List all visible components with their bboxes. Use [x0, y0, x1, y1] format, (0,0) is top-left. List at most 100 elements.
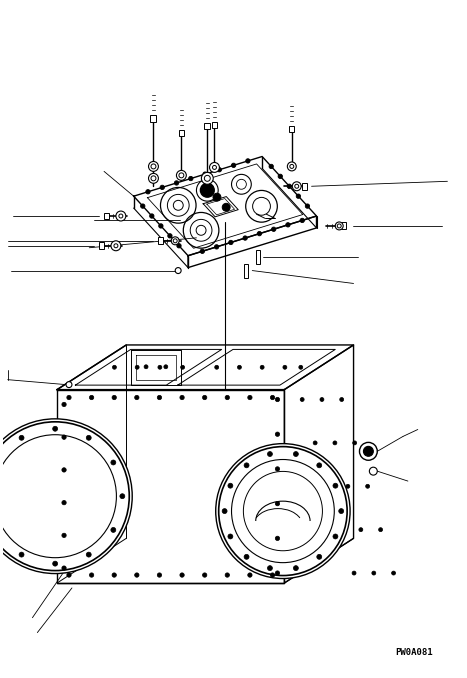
Circle shape	[146, 190, 150, 194]
Bar	[99, 242, 104, 250]
Circle shape	[114, 244, 118, 247]
Circle shape	[62, 402, 66, 407]
Circle shape	[119, 214, 123, 218]
Circle shape	[340, 397, 344, 401]
Circle shape	[164, 365, 168, 369]
Bar	[212, 122, 217, 127]
Circle shape	[313, 441, 317, 445]
Circle shape	[62, 500, 66, 505]
Circle shape	[276, 432, 280, 437]
Circle shape	[270, 573, 275, 577]
Circle shape	[62, 566, 66, 570]
Circle shape	[339, 508, 344, 513]
Circle shape	[268, 565, 272, 571]
Circle shape	[248, 395, 252, 400]
Circle shape	[62, 468, 66, 472]
Circle shape	[353, 441, 357, 445]
Circle shape	[352, 571, 356, 575]
Circle shape	[292, 182, 301, 191]
Circle shape	[203, 573, 207, 577]
Circle shape	[271, 227, 276, 231]
Circle shape	[269, 164, 273, 169]
Circle shape	[276, 571, 280, 575]
Circle shape	[203, 172, 207, 176]
Circle shape	[173, 239, 177, 243]
Bar	[179, 129, 184, 136]
Circle shape	[112, 395, 116, 400]
Circle shape	[333, 441, 337, 445]
Circle shape	[62, 533, 66, 538]
Circle shape	[203, 395, 207, 400]
Circle shape	[158, 365, 162, 370]
Circle shape	[134, 573, 139, 577]
Circle shape	[89, 395, 94, 400]
Circle shape	[177, 243, 181, 248]
Circle shape	[157, 395, 162, 400]
Circle shape	[339, 527, 343, 532]
Circle shape	[246, 159, 250, 163]
Circle shape	[149, 214, 154, 218]
Circle shape	[111, 241, 121, 251]
Circle shape	[379, 527, 382, 532]
Circle shape	[228, 534, 233, 539]
Circle shape	[293, 452, 298, 456]
Circle shape	[160, 185, 164, 190]
Circle shape	[257, 231, 262, 236]
Circle shape	[86, 552, 91, 557]
Circle shape	[200, 249, 205, 254]
Circle shape	[66, 382, 72, 388]
Circle shape	[296, 194, 301, 199]
Circle shape	[295, 184, 299, 188]
Circle shape	[228, 483, 233, 488]
Circle shape	[113, 365, 116, 370]
Circle shape	[212, 165, 217, 170]
Circle shape	[299, 365, 303, 370]
Circle shape	[333, 534, 338, 539]
Circle shape	[205, 176, 210, 181]
Circle shape	[276, 466, 280, 471]
Circle shape	[232, 163, 236, 167]
Circle shape	[0, 419, 132, 574]
Circle shape	[111, 460, 116, 465]
Circle shape	[222, 203, 230, 212]
Circle shape	[116, 211, 126, 221]
Circle shape	[215, 365, 219, 370]
Circle shape	[283, 365, 287, 370]
Circle shape	[180, 395, 184, 400]
Circle shape	[326, 484, 330, 488]
Circle shape	[300, 218, 304, 222]
Circle shape	[276, 397, 280, 401]
Circle shape	[213, 193, 221, 201]
Circle shape	[149, 174, 158, 183]
Circle shape	[278, 174, 283, 178]
Circle shape	[244, 555, 249, 559]
Circle shape	[112, 573, 116, 577]
Circle shape	[53, 561, 57, 566]
Circle shape	[19, 435, 24, 440]
Circle shape	[53, 426, 57, 431]
Circle shape	[159, 224, 163, 228]
Circle shape	[189, 176, 193, 181]
Bar	[341, 222, 346, 229]
Bar	[205, 123, 210, 129]
Circle shape	[268, 452, 272, 456]
Circle shape	[366, 484, 369, 488]
Circle shape	[214, 245, 219, 249]
Circle shape	[151, 176, 156, 181]
Circle shape	[287, 184, 291, 188]
Circle shape	[363, 446, 373, 456]
Circle shape	[335, 222, 343, 230]
Circle shape	[286, 222, 290, 227]
Circle shape	[260, 365, 264, 370]
Circle shape	[67, 395, 71, 400]
Circle shape	[237, 365, 241, 370]
Circle shape	[201, 172, 213, 184]
Circle shape	[276, 536, 280, 540]
Circle shape	[144, 365, 148, 369]
Bar	[150, 115, 156, 122]
Circle shape	[229, 240, 233, 245]
Circle shape	[120, 494, 125, 499]
Circle shape	[320, 397, 324, 401]
Circle shape	[317, 555, 322, 559]
Circle shape	[248, 573, 252, 577]
